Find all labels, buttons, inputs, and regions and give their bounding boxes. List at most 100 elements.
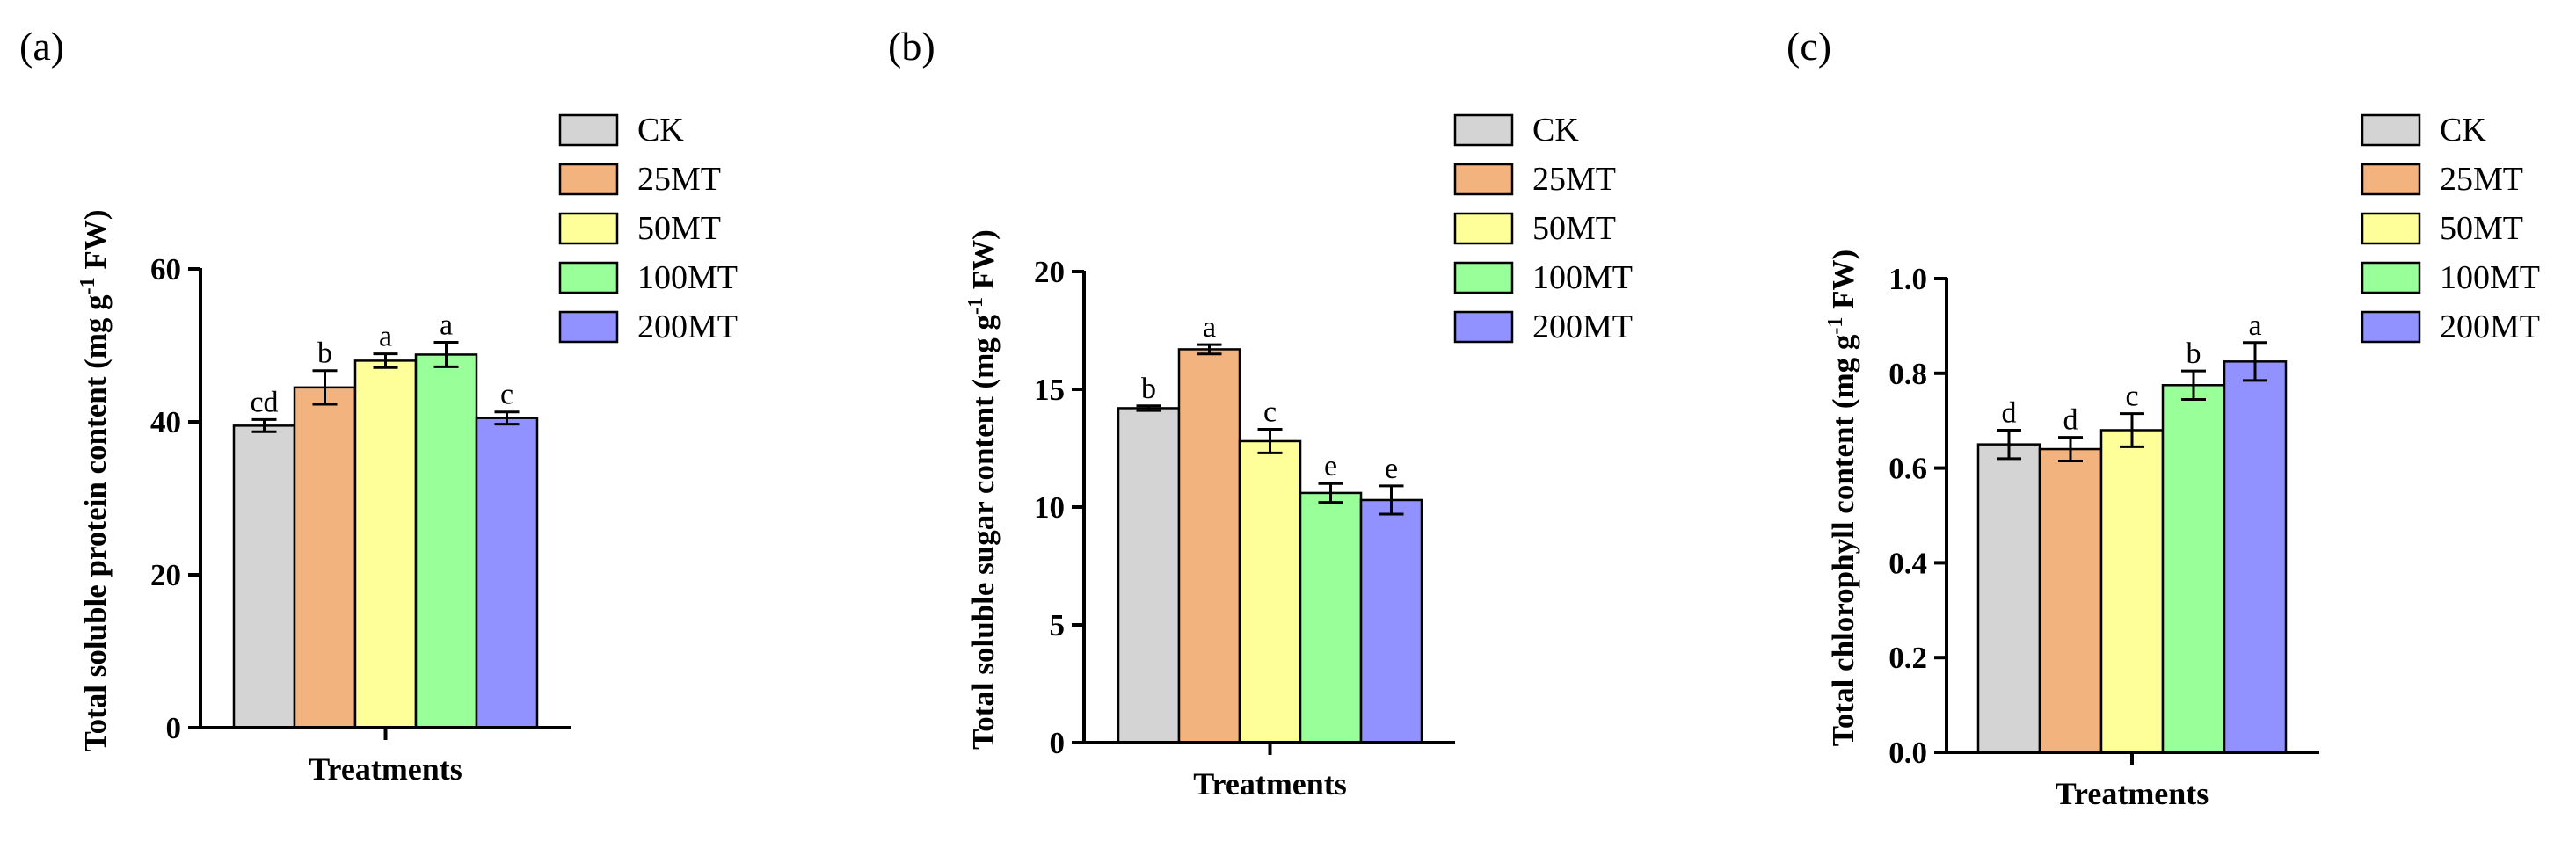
legend-swatch-100mt: [558, 261, 619, 294]
bar-50mt: [353, 359, 418, 729]
significance-letter: cd: [250, 386, 278, 418]
legend-swatch-200mt: [558, 310, 619, 344]
legend-swatch-50mt: [1453, 212, 1514, 245]
legend: CK 25MT 50MT 100MT 200MT: [558, 112, 738, 345]
legend-label-100mt: 100MT: [637, 259, 738, 296]
error-bar-100mt: [2181, 369, 2206, 401]
y-tick-label: 1.0: [1888, 262, 1927, 296]
legend-label-25mt: 25MT: [1532, 161, 1616, 198]
legend-label-50mt: 50MT: [1532, 210, 1616, 247]
legend-swatch-50mt: [2361, 212, 2421, 245]
significance-letter: b: [1141, 373, 1156, 405]
bar-ck: [232, 424, 296, 729]
bar-200mt: [1359, 498, 1423, 744]
y-axis-title: Total soluble protein content (mg g-1 FW…: [76, 210, 113, 752]
bar-50mt: [1238, 439, 1302, 744]
legend-label-ck: CK: [1532, 112, 1579, 149]
significance-letter: e: [1324, 450, 1337, 482]
bar-ck: [1976, 443, 2041, 754]
bar-25mt: [293, 386, 357, 729]
legend-swatch-ck: [1453, 113, 1514, 147]
y-tick-label: 0.8: [1888, 357, 1927, 391]
bar-100mt: [414, 353, 478, 729]
bar-ck: [1117, 407, 1181, 744]
significance-letter: b: [317, 337, 332, 370]
bar-50mt: [2099, 429, 2165, 754]
legend-swatch-100mt: [1453, 261, 1514, 294]
chart-panel-3: (c) d d c b a 0.0 0.2 0.4 0.6 0.8 1.0 Treatments Tota…: [1786, 24, 2540, 811]
legend-label-200mt: 200MT: [2440, 308, 2540, 345]
significance-letter: c: [500, 379, 513, 411]
significance-letter: c: [1263, 396, 1277, 429]
y-tick-label: 20: [150, 558, 181, 592]
legend-label-25mt: 25MT: [2440, 161, 2523, 198]
legend-label-25mt: 25MT: [637, 161, 721, 198]
y-tick-label: 0: [1050, 726, 1066, 760]
error-bar-25mt: [1197, 343, 1222, 356]
legend-label-50mt: 50MT: [637, 210, 721, 247]
error-bar-50mt: [373, 352, 398, 369]
error-bar-ck: [1997, 428, 2021, 461]
legend-label-ck: CK: [2440, 112, 2486, 149]
legend-swatch-25mt: [558, 163, 619, 196]
error-bar-200mt: [494, 410, 520, 426]
y-tick-label: 15: [1034, 373, 1065, 407]
error-bar-ck: [1136, 404, 1161, 412]
chart-panel-1: (a) cd b a a c 0 20 40 60 Treatments Total soluble …: [19, 24, 738, 787]
legend: CK 25MT 50MT 100MT 200MT: [1453, 112, 1633, 345]
x-axis-title: Treatments: [1193, 766, 1347, 802]
legend: CK 25MT 50MT 100MT 200MT: [2361, 112, 2540, 345]
significance-letter: e: [1385, 453, 1398, 485]
y-tick-label: 0: [166, 711, 182, 745]
legend-label-200mt: 200MT: [1532, 308, 1633, 345]
significance-letter: c: [2125, 381, 2138, 413]
error-bar-200mt: [2243, 341, 2267, 382]
error-bar-25mt: [312, 369, 338, 406]
y-tick-label: 60: [150, 252, 181, 287]
significance-letter: a: [1203, 311, 1216, 344]
significance-letter: b: [2187, 337, 2201, 370]
error-bar-50mt: [1257, 428, 1283, 454]
y-axis-title: Total chlorophyll content (mg g-1 FW): [1824, 250, 1860, 746]
legend-label-100mt: 100MT: [2440, 259, 2540, 296]
bar-200mt: [2223, 360, 2288, 754]
legend-label-50mt: 50MT: [2440, 210, 2523, 247]
x-axis-title: Treatments: [2056, 776, 2209, 811]
bar-100mt: [1299, 491, 1363, 744]
legend-swatch-100mt: [2361, 261, 2421, 294]
legend-swatch-200mt: [2361, 310, 2421, 344]
bar-25mt: [1177, 348, 1241, 744]
legend-swatch-ck: [558, 113, 619, 147]
y-tick-label: 40: [150, 405, 181, 439]
legend-label-100mt: 100MT: [1532, 259, 1633, 296]
significance-letter: a: [2248, 309, 2261, 342]
significance-letter: a: [440, 309, 453, 342]
y-tick-label: 20: [1034, 255, 1065, 289]
legend-swatch-25mt: [1453, 163, 1514, 196]
y-tick-label: 0.4: [1888, 546, 1927, 580]
y-tick-label: 10: [1034, 490, 1065, 525]
panel-label: (b): [888, 24, 935, 69]
chart-panel-2: (b) b a c e e 0 5 10 15 20 Treatments Total soluble …: [888, 24, 1633, 802]
bar-25mt: [2038, 447, 2103, 754]
panel-label: (a): [19, 24, 64, 69]
x-axis-title: Treatments: [309, 751, 462, 787]
legend-swatch-ck: [2361, 113, 2421, 147]
legend-label-ck: CK: [637, 112, 684, 149]
error-bar-100mt: [1318, 482, 1343, 504]
significance-letter: d: [2002, 396, 2017, 429]
y-tick-label: 0.0: [1888, 736, 1927, 770]
y-tick-label: 0.2: [1888, 641, 1927, 675]
bar-100mt: [2161, 384, 2226, 754]
legend-swatch-50mt: [558, 212, 619, 245]
error-bar-100mt: [433, 341, 459, 368]
error-bar-25mt: [2058, 436, 2083, 463]
legend-swatch-25mt: [2361, 163, 2421, 196]
error-bar-50mt: [2120, 412, 2144, 448]
y-tick-label: 0.6: [1888, 452, 1927, 486]
y-tick-label: 5: [1050, 608, 1066, 642]
bar-200mt: [475, 417, 539, 729]
y-axis-title: Total soluble sugar content (mg g-1 FW): [964, 229, 1001, 750]
error-bar-200mt: [1379, 484, 1404, 516]
